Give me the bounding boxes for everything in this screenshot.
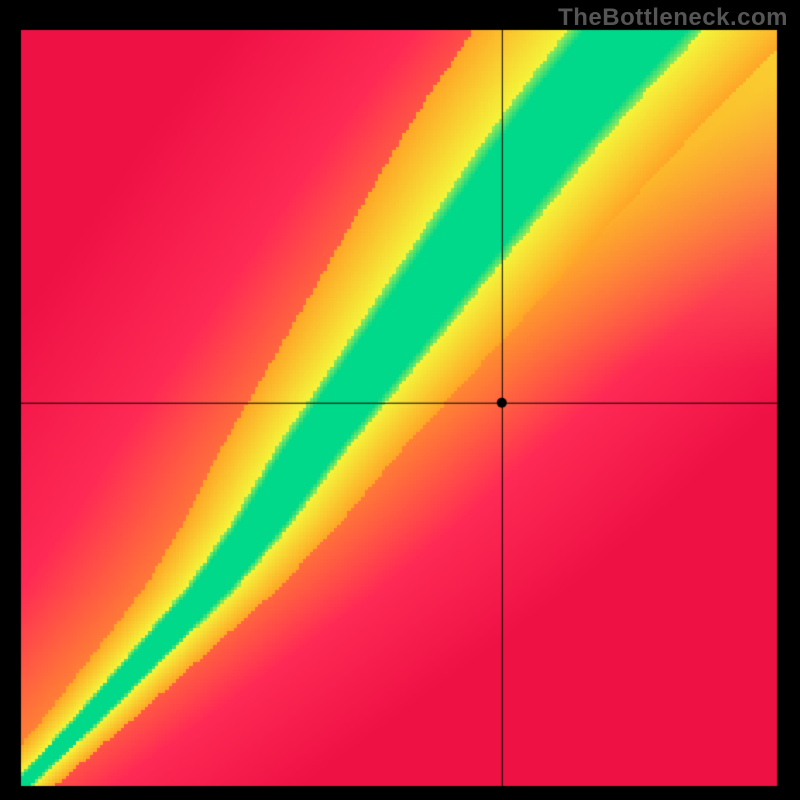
chart-container: TheBottleneck.com [0,0,800,800]
watermark: TheBottleneck.com [558,4,788,32]
heatmap-canvas [0,0,800,800]
